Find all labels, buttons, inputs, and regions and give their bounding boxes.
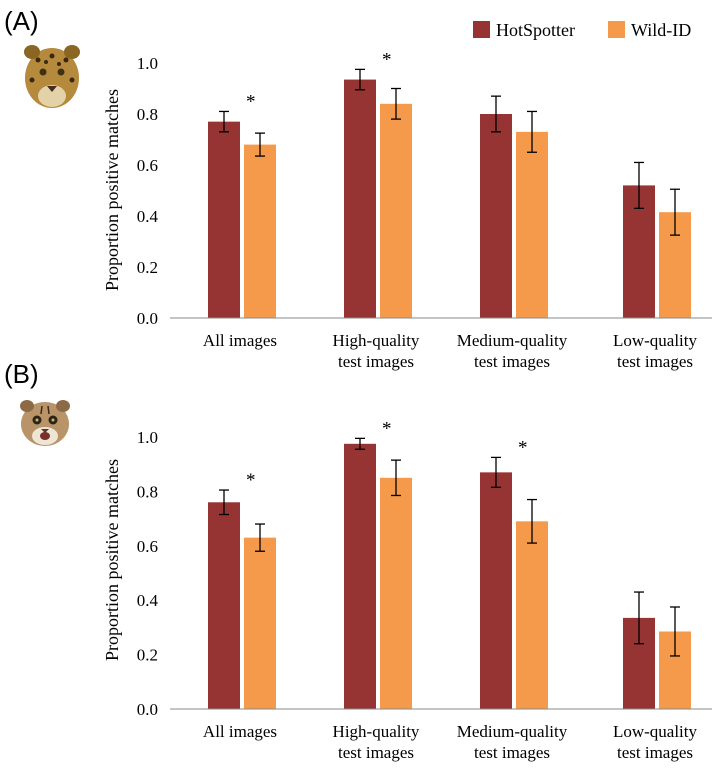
bar-wild-id <box>244 537 276 709</box>
y-axis-title-a: Proportion positive matches <box>102 89 122 291</box>
category-label: All images <box>203 331 277 350</box>
category-label: High-quality <box>333 722 420 741</box>
y-tick-label: 1.0 <box>137 428 158 447</box>
chart-panel-a: (A) Proportion positive matches 0.00.20.… <box>4 6 712 371</box>
y-axis-title-b: Proportion positive matches <box>102 459 122 661</box>
bar-wild-id <box>244 144 276 318</box>
category-labels-b: All images High-quality test images Medium-… <box>203 722 698 762</box>
bars-b: * * * <box>208 418 691 709</box>
category-label: test images <box>617 743 693 762</box>
y-tick-label: 1.0 <box>137 54 158 73</box>
category-label: Medium-quality <box>457 331 568 350</box>
bar-hotspotter <box>208 502 240 709</box>
panel-label-b: (B) <box>4 359 39 389</box>
category-label: test images <box>338 743 414 762</box>
category-label: Low-quality <box>613 722 698 741</box>
bar-wild-id <box>516 131 548 318</box>
bar-wild-id <box>380 477 412 709</box>
bar-hotspotter <box>480 114 512 318</box>
y-tick-label: 0.6 <box>137 537 158 556</box>
legend-swatch-hotspotter <box>473 21 490 38</box>
bar-wild-id <box>516 521 548 709</box>
y-tick-label: 0.0 <box>137 700 158 719</box>
bar-hotspotter <box>208 121 240 319</box>
bar-hotspotter <box>344 443 376 709</box>
y-tick-label: 0.4 <box>137 591 159 610</box>
y-tick-label: 0.8 <box>137 482 158 501</box>
significance-marker: * <box>382 418 392 439</box>
significance-marker: * <box>518 437 528 458</box>
y-tick-label: 0.4 <box>137 207 159 226</box>
bar-wild-id <box>380 103 412 318</box>
y-ticks-a: 0.0 0.2 0.4 0.6 0.8 1.0 <box>137 54 159 328</box>
significance-marker: * <box>382 49 392 70</box>
y-tick-label: 0.2 <box>137 646 158 665</box>
panel-label-a: (A) <box>4 6 39 36</box>
y-tick-label: 0.6 <box>137 156 158 175</box>
category-label: test images <box>338 352 414 371</box>
y-ticks-b: 0.0 0.2 0.4 0.6 0.8 1.0 <box>137 428 159 719</box>
bars-a: ** <box>208 49 691 319</box>
category-label: Low-quality <box>613 331 698 350</box>
bar-hotspotter <box>480 472 512 709</box>
category-label: All images <box>203 722 277 741</box>
legend-swatch-wild-id <box>608 21 625 38</box>
y-tick-label: 0.2 <box>137 258 158 277</box>
chart-panel-b: (B) Proportion positive matches 0.00.20.… <box>4 359 712 762</box>
ocelot-face-icon <box>20 400 70 446</box>
category-label: test images <box>474 743 550 762</box>
bar-hotspotter <box>344 79 376 318</box>
y-tick-label: 0.8 <box>137 105 158 124</box>
legend-label-hotspotter: HotSpotter <box>496 20 575 40</box>
significance-marker: * <box>246 91 256 112</box>
legend-label-wild-id: Wild-ID <box>631 20 691 40</box>
jaguar-face-icon <box>24 45 80 108</box>
category-labels-a: All images High-quality test images Medium-… <box>203 331 698 371</box>
category-label: Medium-quality <box>457 722 568 741</box>
legend: HotSpotter Wild-ID <box>473 20 691 40</box>
y-tick-label: 0.0 <box>137 309 158 328</box>
significance-marker: * <box>246 470 256 491</box>
category-label: test images <box>617 352 693 371</box>
category-label: High-quality <box>333 331 420 350</box>
category-label: test images <box>474 352 550 371</box>
